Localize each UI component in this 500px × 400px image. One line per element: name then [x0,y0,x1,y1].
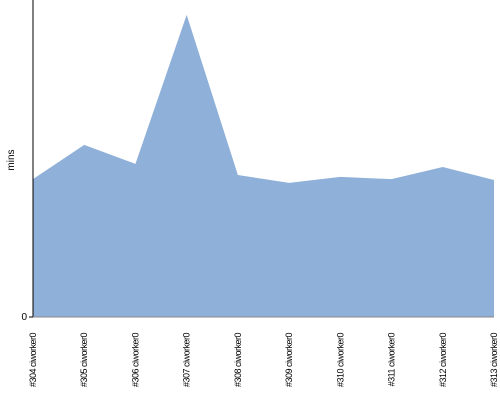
x-tick-label: #306 ciworker0 [130,333,140,388]
y-tick-label: 0 [21,312,27,323]
x-tick-label: #305 ciworker0 [79,333,89,388]
x-tick-label: #304 ciworker0 [28,333,38,388]
x-tick-label: #309 ciworker0 [284,333,294,388]
x-tick-label: #311 ciworker0 [387,333,397,387]
x-tick-label: #310 ciworker0 [335,333,345,388]
y-axis-label: mins [6,149,17,170]
x-tick-label: #313 ciworker0 [489,333,499,388]
x-tick-label: #308 ciworker0 [233,333,243,388]
x-tick-label: #312 ciworker0 [438,333,448,388]
x-tick-label: #307 ciworker0 [182,333,192,388]
area [33,14,494,318]
